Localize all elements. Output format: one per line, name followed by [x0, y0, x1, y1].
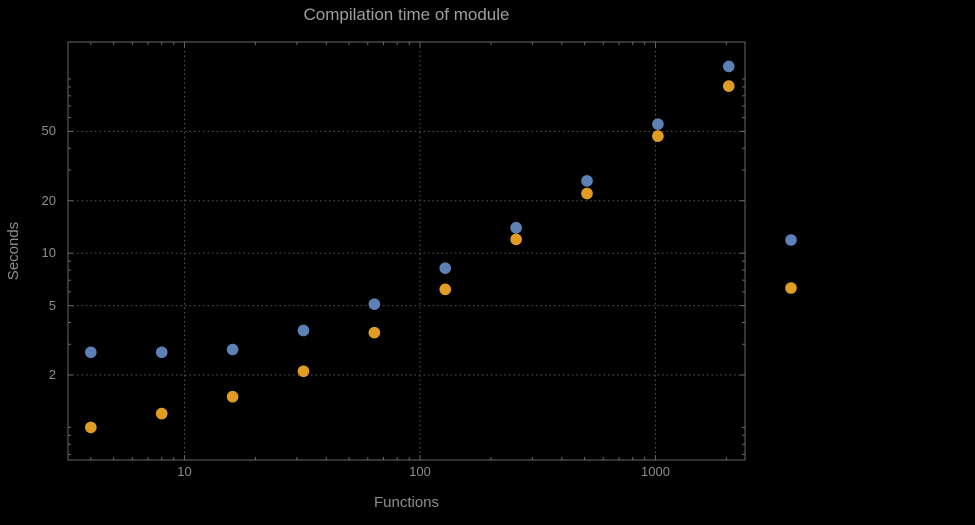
- data-point-series-orange: [581, 187, 593, 200]
- y-tick-label: 10: [41, 245, 56, 261]
- data-point-series-orange: [439, 283, 452, 296]
- data-point-series-blue: [297, 324, 310, 337]
- data-point-series-blue: [226, 343, 239, 356]
- data-point-series-orange: [368, 326, 381, 339]
- data-point-series-blue: [85, 346, 97, 359]
- data-point-series-blue: [510, 221, 522, 234]
- data-point-series-blue: [439, 262, 452, 275]
- y-tick-label: 2: [48, 366, 56, 382]
- data-point-series-blue: [652, 118, 664, 131]
- data-point-series-blue: [722, 60, 735, 73]
- data-point-series-blue: [155, 346, 168, 359]
- data-point-series-orange: [722, 80, 735, 92]
- x-tick-label: 1000: [641, 464, 670, 479]
- data-point-series-orange: [155, 407, 168, 420]
- data-point-series-orange: [85, 421, 97, 434]
- data-point-series-blue: [581, 175, 593, 187]
- data-point-series-orange: [652, 130, 664, 142]
- y-tick-label: 5: [48, 297, 56, 313]
- data-point-series-blue: [368, 298, 381, 310]
- x-axis-label: Functions: [373, 494, 440, 511]
- legend-marker-series-orange: [785, 282, 797, 294]
- plot-frame: [67, 41, 746, 461]
- legend-marker-series-blue: [785, 234, 797, 246]
- x-tick-label: 100: [409, 464, 431, 479]
- data-point-series-orange: [297, 365, 310, 378]
- x-tick-label: 10: [177, 464, 192, 479]
- y-tick-label: 20: [41, 192, 56, 208]
- data-point-series-orange: [510, 233, 522, 246]
- data-point-series-orange: [226, 390, 239, 403]
- y-tick-label: 50: [41, 123, 56, 139]
- chart-title: Compilation time of module: [303, 5, 510, 24]
